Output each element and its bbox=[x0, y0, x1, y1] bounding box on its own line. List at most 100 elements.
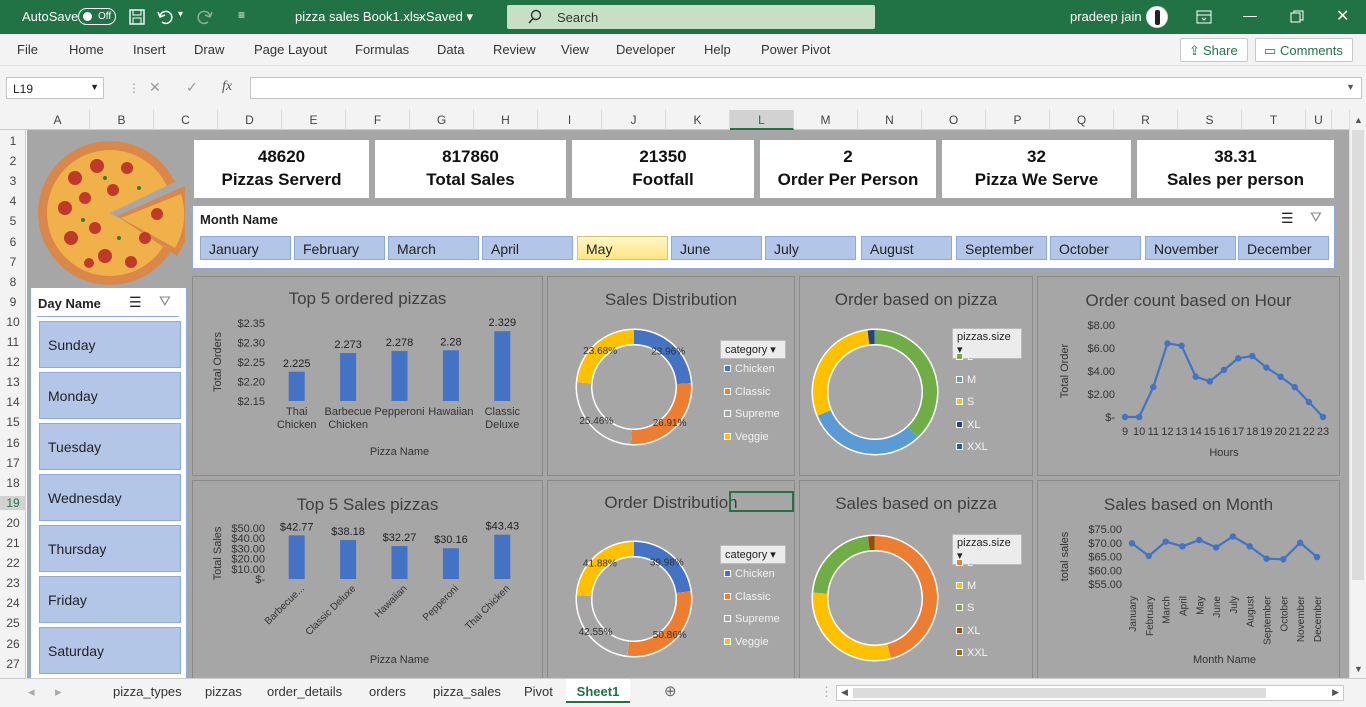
chart-sales-distribution[interactable]: Sales Distribution 23.96% 26.91% 25.46% 23.… bbox=[547, 276, 795, 476]
sheet-tab-order-details[interactable]: order_details bbox=[267, 684, 343, 699]
horizontal-scrollbar[interactable]: ◀ ▶ bbox=[836, 685, 1344, 701]
day-tuesday[interactable]: Tuesday bbox=[39, 423, 181, 470]
column-header-n[interactable]: N bbox=[858, 110, 922, 130]
row-header-10[interactable]: 10 bbox=[6, 314, 20, 329]
tab-formulas[interactable]: Formulas bbox=[355, 42, 410, 57]
chart-order-distribution[interactable]: Order Distribution 39.98% 50.86% 42.55% 41.… bbox=[547, 480, 795, 678]
close-icon[interactable]: ✕ bbox=[1336, 8, 1350, 25]
column-header-h[interactable]: H bbox=[474, 110, 538, 130]
formula-input[interactable]: ▼ bbox=[250, 77, 1362, 99]
comments-button[interactable]: ▭ Comments bbox=[1255, 38, 1353, 62]
month-february[interactable]: February bbox=[294, 236, 385, 260]
column-header-o[interactable]: O bbox=[922, 110, 986, 130]
row-header-6[interactable]: 6 bbox=[9, 234, 17, 249]
month-june[interactable]: June bbox=[671, 236, 762, 260]
row-header-27[interactable]: 27 bbox=[6, 656, 20, 671]
day-sunday[interactable]: Sunday bbox=[39, 321, 181, 368]
dashboard-sheet[interactable]: 48620 Pizzas Serverd 817860 Total Sales 21… bbox=[27, 130, 1349, 678]
tab-scroll-left-icon[interactable]: ◂ bbox=[28, 684, 35, 699]
minimize-icon[interactable]: — bbox=[1243, 7, 1257, 23]
save-icon[interactable] bbox=[128, 8, 146, 26]
autosave-toggle[interactable]: Off bbox=[78, 8, 116, 25]
chart-sales-based-pizza[interactable]: Sales based on pizza pizzas.size ▾ L M S… bbox=[799, 480, 1033, 678]
clear-filter-icon[interactable]: ⛛ bbox=[1310, 209, 1322, 225]
chart-top5-ordered[interactable]: Top 5 ordered pizzas $2.15 $2.20 $2.25 $2.3… bbox=[192, 276, 543, 476]
tab-help[interactable]: Help bbox=[704, 42, 731, 57]
avatar[interactable] bbox=[1146, 6, 1168, 28]
sheet-tab-pivot[interactable]: Pivot bbox=[524, 684, 553, 699]
category-filter-dropdown[interactable]: category ▾ bbox=[720, 340, 786, 359]
row-header-24[interactable]: 24 bbox=[6, 596, 20, 611]
cancel-icon[interactable]: ✕ bbox=[149, 79, 161, 95]
column-header-j[interactable]: J bbox=[602, 110, 666, 130]
chart-top5-sales[interactable]: Top 5 Sales pizzas $- $10.00 $20.00 $30.00 $… bbox=[192, 480, 543, 678]
enter-icon[interactable]: ✓ bbox=[186, 79, 198, 95]
row-header-11[interactable]: 11 bbox=[6, 335, 20, 349]
month-january[interactable]: January bbox=[200, 236, 291, 260]
sheet-tab-pizza-types[interactable]: pizza_types bbox=[113, 684, 182, 699]
row-header-5[interactable]: 5 bbox=[9, 214, 17, 229]
tab-insert[interactable]: Insert bbox=[133, 42, 166, 57]
share-button[interactable]: ⇪ Share bbox=[1180, 38, 1248, 62]
function-icon[interactable]: fx bbox=[222, 79, 233, 94]
month-july[interactable]: July bbox=[765, 236, 856, 260]
month-august[interactable]: August bbox=[861, 236, 952, 260]
tab-home[interactable]: Home bbox=[69, 42, 104, 57]
clear-filter-icon[interactable]: ⛛ bbox=[159, 293, 171, 309]
month-september[interactable]: September bbox=[956, 236, 1047, 260]
column-header-u[interactable]: U bbox=[1306, 110, 1332, 130]
row-header-17[interactable]: 17 bbox=[6, 455, 20, 470]
month-may[interactable]: May bbox=[577, 236, 668, 260]
column-header-e[interactable]: E bbox=[282, 110, 346, 130]
column-header-t[interactable]: T bbox=[1242, 110, 1306, 130]
row-header-2[interactable]: 2 bbox=[9, 154, 17, 169]
month-october[interactable]: October bbox=[1050, 236, 1141, 260]
column-header-r[interactable]: R bbox=[1114, 110, 1178, 130]
sheet-tab-pizza-sales[interactable]: pizza_sales bbox=[433, 684, 501, 699]
restore-icon[interactable] bbox=[1290, 10, 1304, 24]
ribbon-display-icon[interactable] bbox=[1196, 9, 1212, 25]
column-header-a[interactable]: A bbox=[26, 110, 90, 130]
sheet-tab-orders[interactable]: orders bbox=[369, 684, 406, 699]
tab-view[interactable]: View bbox=[561, 42, 589, 57]
day-thursday[interactable]: Thursday bbox=[39, 525, 181, 572]
month-april[interactable]: April bbox=[482, 236, 573, 260]
column-header-d[interactable]: D bbox=[218, 110, 282, 130]
month-march[interactable]: March bbox=[388, 236, 479, 260]
customize-toolbar-icon[interactable]: ≡ bbox=[238, 8, 246, 22]
multi-select-icon[interactable]: ☰ bbox=[129, 294, 142, 310]
column-header-b[interactable]: B bbox=[90, 110, 154, 130]
tab-developer[interactable]: Developer bbox=[616, 42, 676, 57]
tab-draw[interactable]: Draw bbox=[194, 42, 225, 57]
undo-dropdown-icon[interactable]: ▾ bbox=[178, 9, 184, 20]
day-wednesday[interactable]: Wednesday bbox=[39, 474, 181, 521]
column-header-q[interactable]: Q bbox=[1050, 110, 1114, 130]
name-box[interactable]: L19 ▼ bbox=[6, 77, 104, 99]
column-header-g[interactable]: G bbox=[410, 110, 474, 130]
column-header-k[interactable]: K bbox=[666, 110, 730, 130]
tab-review[interactable]: Review bbox=[493, 42, 536, 57]
row-header-18[interactable]: 18 bbox=[6, 475, 20, 490]
sheet-tab-pizzas[interactable]: pizzas bbox=[205, 684, 242, 699]
redo-icon[interactable] bbox=[196, 8, 214, 26]
size-filter-dropdown[interactable]: pizzas.size ▾ bbox=[952, 328, 1022, 359]
chart-sales-month[interactable]: Sales based on Month $55.00 $60.00 $65.00 $… bbox=[1037, 480, 1340, 678]
category-filter-dropdown[interactable]: category ▾ bbox=[720, 545, 786, 564]
row-header-12[interactable]: 12 bbox=[6, 355, 20, 370]
chart-order-based-pizza[interactable]: Order based on pizza pizzas.size ▾ L M S… bbox=[799, 276, 1033, 476]
row-header-3[interactable]: 3 bbox=[9, 174, 17, 189]
column-header-f[interactable]: F bbox=[346, 110, 410, 130]
row-header-1[interactable]: 1 bbox=[9, 134, 17, 148]
month-december[interactable]: December bbox=[1238, 236, 1329, 260]
tab-file[interactable]: File bbox=[17, 42, 38, 57]
search-box[interactable]: Search bbox=[507, 5, 875, 29]
column-header-p[interactable]: P bbox=[986, 110, 1050, 130]
row-header-15[interactable]: 15 bbox=[6, 415, 20, 430]
row-header-21[interactable]: 21 bbox=[6, 536, 20, 550]
month-november[interactable]: November bbox=[1145, 236, 1236, 260]
day-monday[interactable]: Monday bbox=[39, 372, 181, 419]
row-header-25[interactable]: 25 bbox=[6, 616, 20, 631]
vertical-scrollbar[interactable]: ▲ ▼ bbox=[1349, 110, 1366, 678]
tab-page-layout[interactable]: Page Layout bbox=[254, 42, 328, 57]
row-header-14[interactable]: 14 bbox=[6, 395, 20, 410]
